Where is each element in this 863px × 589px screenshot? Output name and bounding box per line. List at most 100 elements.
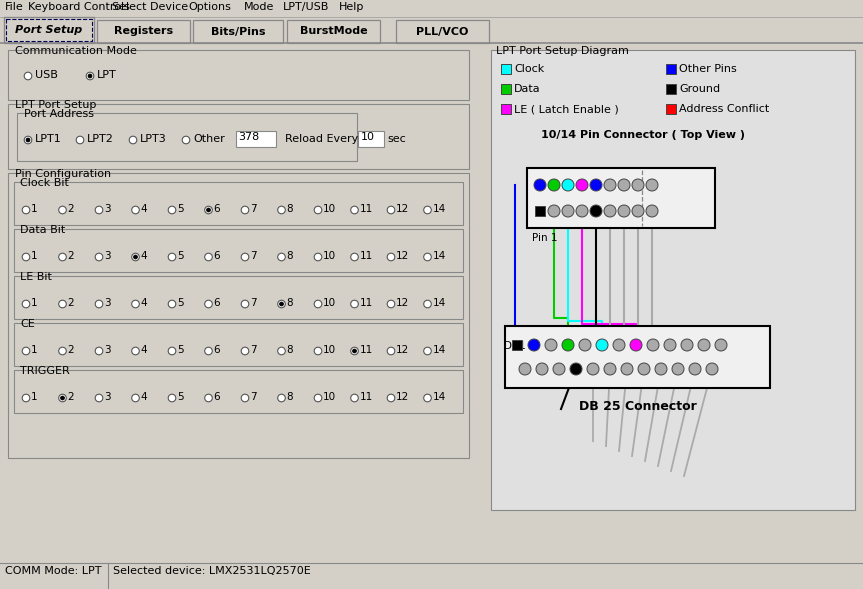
Circle shape (205, 253, 212, 261)
Text: LPT1: LPT1 (35, 134, 62, 144)
Text: 7: 7 (250, 204, 256, 214)
Circle shape (424, 206, 432, 214)
Text: 6: 6 (213, 392, 220, 402)
Circle shape (387, 300, 394, 308)
Circle shape (548, 205, 560, 217)
Circle shape (672, 363, 684, 375)
Bar (666, 104, 676, 114)
Circle shape (95, 206, 103, 214)
Circle shape (168, 394, 176, 402)
Text: Help: Help (339, 2, 364, 12)
Bar (97, 20, 190, 43)
Circle shape (88, 74, 92, 78)
Circle shape (424, 394, 432, 402)
Text: 5: 5 (177, 251, 184, 261)
Circle shape (576, 179, 588, 191)
Circle shape (314, 300, 322, 308)
Text: LPT3: LPT3 (140, 134, 167, 144)
Circle shape (350, 206, 358, 214)
Circle shape (587, 363, 599, 375)
Text: 6: 6 (213, 345, 220, 355)
Circle shape (241, 253, 249, 261)
Text: 8: 8 (287, 204, 293, 214)
Text: File: File (5, 2, 24, 12)
Text: Port Address: Port Address (24, 109, 94, 119)
Bar (14, 276, 463, 319)
Circle shape (632, 179, 644, 191)
Text: 1: 1 (31, 345, 38, 355)
Bar (666, 64, 676, 74)
Text: 10: 10 (323, 204, 336, 214)
Text: DB 25 Connector: DB 25 Connector (578, 400, 696, 413)
Circle shape (129, 136, 137, 144)
Circle shape (182, 136, 190, 144)
Text: Clock Bit: Clock Bit (20, 178, 69, 188)
Circle shape (22, 394, 30, 402)
Text: Pin 1: Pin 1 (532, 233, 557, 243)
Text: Clock: Clock (514, 64, 545, 74)
Bar (396, 20, 489, 43)
Text: Other: Other (193, 134, 224, 144)
Text: Communication Mode: Communication Mode (15, 46, 137, 56)
Circle shape (350, 300, 358, 308)
Circle shape (132, 394, 139, 402)
Text: 10: 10 (323, 345, 336, 355)
Circle shape (655, 363, 667, 375)
Circle shape (590, 179, 602, 191)
Text: 3: 3 (104, 251, 110, 261)
Text: 2: 2 (67, 204, 74, 214)
Bar (512, 340, 522, 350)
Text: LE ( Latch Enable ): LE ( Latch Enable ) (514, 104, 619, 114)
Text: 12: 12 (396, 298, 409, 308)
Text: Data Bit: Data Bit (20, 225, 66, 235)
Text: 11: 11 (360, 298, 373, 308)
Circle shape (562, 339, 574, 351)
Text: 7: 7 (250, 298, 256, 308)
Text: 5: 5 (177, 204, 184, 214)
Text: PLL/VCO: PLL/VCO (416, 27, 469, 37)
Circle shape (519, 363, 531, 375)
Circle shape (24, 136, 32, 144)
Circle shape (698, 339, 710, 351)
Bar (14, 182, 463, 225)
Circle shape (241, 206, 249, 214)
Circle shape (424, 253, 432, 261)
Text: 8: 8 (287, 251, 293, 261)
Circle shape (553, 363, 565, 375)
Circle shape (621, 363, 633, 375)
Circle shape (241, 394, 249, 402)
Text: Registers: Registers (114, 27, 173, 37)
Bar (236, 131, 276, 147)
Bar (8, 104, 469, 169)
Circle shape (59, 394, 66, 402)
Bar (14, 370, 463, 413)
Text: LPT/USB: LPT/USB (283, 2, 330, 12)
Circle shape (95, 253, 103, 261)
Circle shape (350, 347, 358, 355)
Circle shape (86, 72, 94, 80)
Circle shape (604, 363, 616, 375)
Circle shape (59, 347, 66, 355)
Text: USB: USB (35, 70, 58, 80)
Circle shape (278, 206, 286, 214)
Circle shape (241, 347, 249, 355)
Bar (358, 131, 384, 147)
Circle shape (95, 394, 103, 402)
Circle shape (22, 206, 30, 214)
Bar (0, 17, 863, 43)
Text: 378: 378 (238, 132, 259, 142)
Text: Address Conflict: Address Conflict (679, 104, 769, 114)
Bar (501, 104, 511, 114)
Text: 4: 4 (141, 298, 147, 308)
Circle shape (387, 347, 394, 355)
Circle shape (168, 253, 176, 261)
Text: Bits/Pins: Bits/Pins (211, 27, 265, 37)
Circle shape (664, 339, 676, 351)
Circle shape (314, 253, 322, 261)
Circle shape (647, 339, 659, 351)
Bar (8, 173, 469, 458)
Circle shape (604, 205, 616, 217)
Text: 6: 6 (213, 204, 220, 214)
Circle shape (352, 349, 356, 353)
Circle shape (95, 347, 103, 355)
